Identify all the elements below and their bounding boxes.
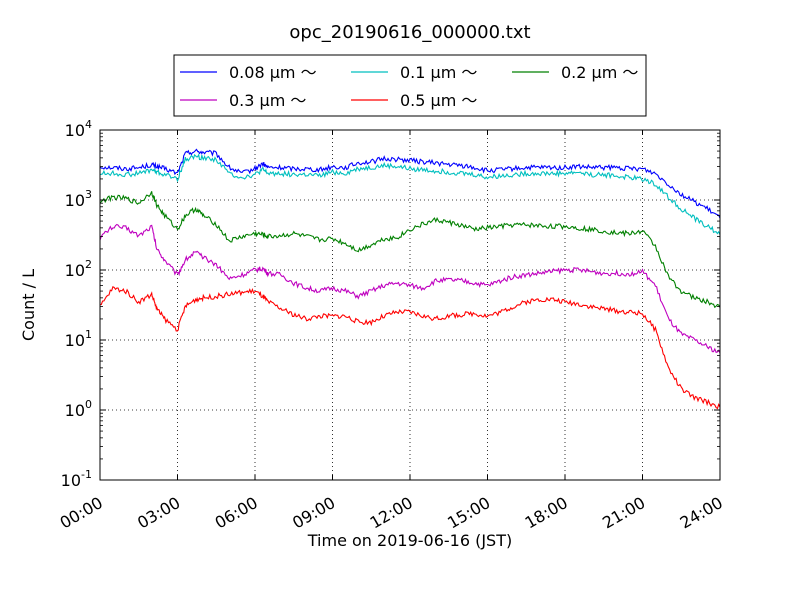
x-axis-label: Time on 2019-06-16 (JST) xyxy=(307,531,512,550)
x-tick-label: 21:00 xyxy=(599,493,648,533)
x-tick-label: 24:00 xyxy=(677,493,726,533)
y-axis-label: Count / L xyxy=(19,269,38,341)
series-line-4 xyxy=(99,286,721,410)
tick-layer: 00:00 03:00 06:00 09:00 12:00 15:00 18:00 21:00… xyxy=(57,118,726,533)
x-tick-label: 06:00 xyxy=(212,493,261,533)
x-tick-label: 03:00 xyxy=(134,493,183,533)
series-line-3 xyxy=(99,223,721,354)
legend-label-0: 0.08 μm ～ xyxy=(229,63,317,82)
series-line-0 xyxy=(99,148,721,219)
y-tick-label: 101 xyxy=(65,328,92,350)
x-tick-label: 15:00 xyxy=(444,493,493,533)
y-tick-label: 102 xyxy=(65,258,92,280)
series-line-2 xyxy=(99,191,721,309)
y-tick-label: 100 xyxy=(65,398,92,420)
chart-title: opc_20190616_000000.txt xyxy=(289,22,530,43)
y-tick-label: 104 xyxy=(65,118,92,140)
series-line-1 xyxy=(99,153,721,235)
legend: 0.08 μm ～ 0.1 μm ～ 0.2 μm ～ 0.3 μm ～ 0.5 μm … xyxy=(173,54,647,117)
grid-layer xyxy=(100,130,720,480)
x-tick-label: 09:00 xyxy=(289,493,338,533)
y-tick-label: 103 xyxy=(65,188,92,210)
legend-box xyxy=(173,54,647,117)
y-tick-label: 10-1 xyxy=(61,468,92,490)
legend-label-3: 0.3 μm ～ xyxy=(229,91,306,110)
x-tick-label: 00:00 xyxy=(57,493,106,533)
legend-label-2: 0.2 μm ～ xyxy=(561,63,638,82)
series-layer xyxy=(99,148,721,410)
x-tick-label: 12:00 xyxy=(367,493,416,533)
legend-label-4: 0.5 μm ～ xyxy=(400,91,477,110)
x-tick-label: 18:00 xyxy=(522,493,571,533)
legend-label-1: 0.1 μm ～ xyxy=(400,63,477,82)
